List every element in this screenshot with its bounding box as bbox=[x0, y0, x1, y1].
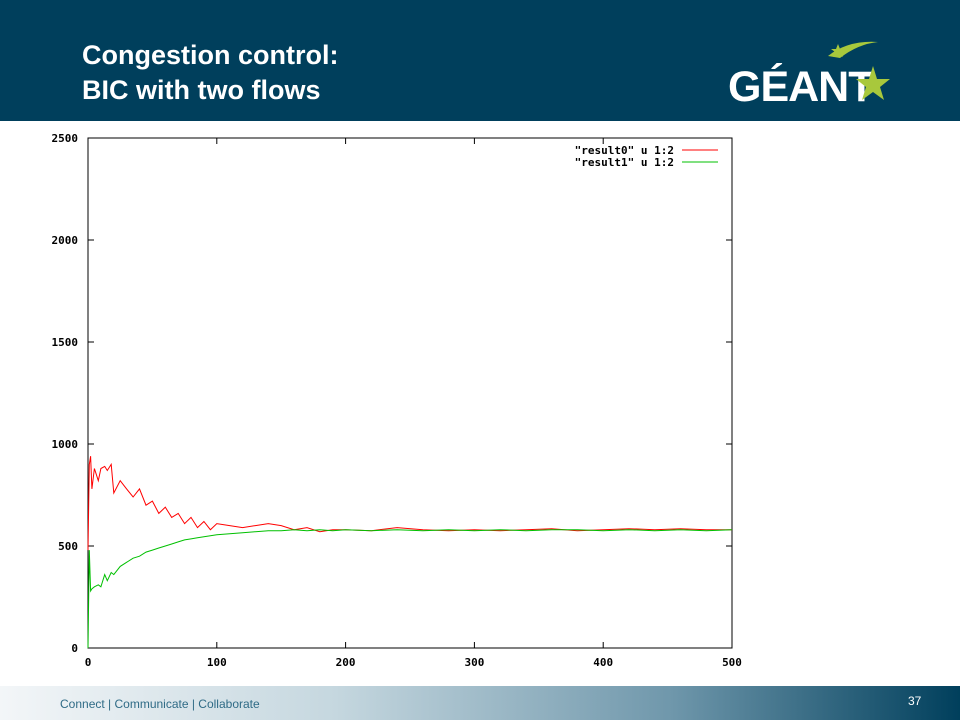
page-number: 37 bbox=[908, 694, 922, 708]
y-tick-label: 1000 bbox=[52, 438, 79, 451]
logo-wordmark: GÉANT bbox=[728, 63, 874, 111]
y-tick-label: 0 bbox=[71, 642, 78, 655]
slide-header: Congestion control: BIC with two flows G… bbox=[0, 0, 960, 121]
x-tick-label: 0 bbox=[85, 656, 92, 669]
slide-title-line-1: Congestion control: bbox=[82, 40, 339, 70]
legend-label-0: "result0" u 1:2 bbox=[575, 144, 674, 157]
slide-title-line-2: BIC with two flows bbox=[82, 75, 321, 105]
slide-title: Congestion control: BIC with two flows bbox=[82, 38, 338, 108]
x-tick-label: 100 bbox=[207, 656, 227, 669]
geant-logo: GÉANT bbox=[720, 36, 910, 112]
y-tick-label: 1500 bbox=[52, 336, 79, 349]
slide-footer: Connect | Communicate | Collaborate 37 bbox=[0, 686, 960, 720]
x-tick-label: 300 bbox=[464, 656, 484, 669]
x-tick-label: 200 bbox=[336, 656, 356, 669]
footer-tagline: Connect | Communicate | Collaborate bbox=[60, 697, 260, 711]
logo-star-icon bbox=[856, 66, 890, 100]
series-line-1 bbox=[87, 529, 733, 649]
plot-frame bbox=[87, 137, 733, 649]
x-tick-label: 500 bbox=[722, 656, 742, 669]
bic-chart: 0 100 200 300 400 500 0 500 1000 1500 2000 2500 "res… bbox=[52, 132, 742, 669]
legend-label-1: "result1" u 1:2 bbox=[575, 156, 674, 169]
y-tick-label: 2500 bbox=[52, 132, 79, 145]
y-tick-label: 500 bbox=[58, 540, 78, 553]
logo-small-star-icon bbox=[831, 44, 845, 57]
series-line-0 bbox=[87, 456, 732, 551]
x-tick-label: 400 bbox=[593, 656, 613, 669]
y-tick-label: 2000 bbox=[52, 234, 79, 247]
